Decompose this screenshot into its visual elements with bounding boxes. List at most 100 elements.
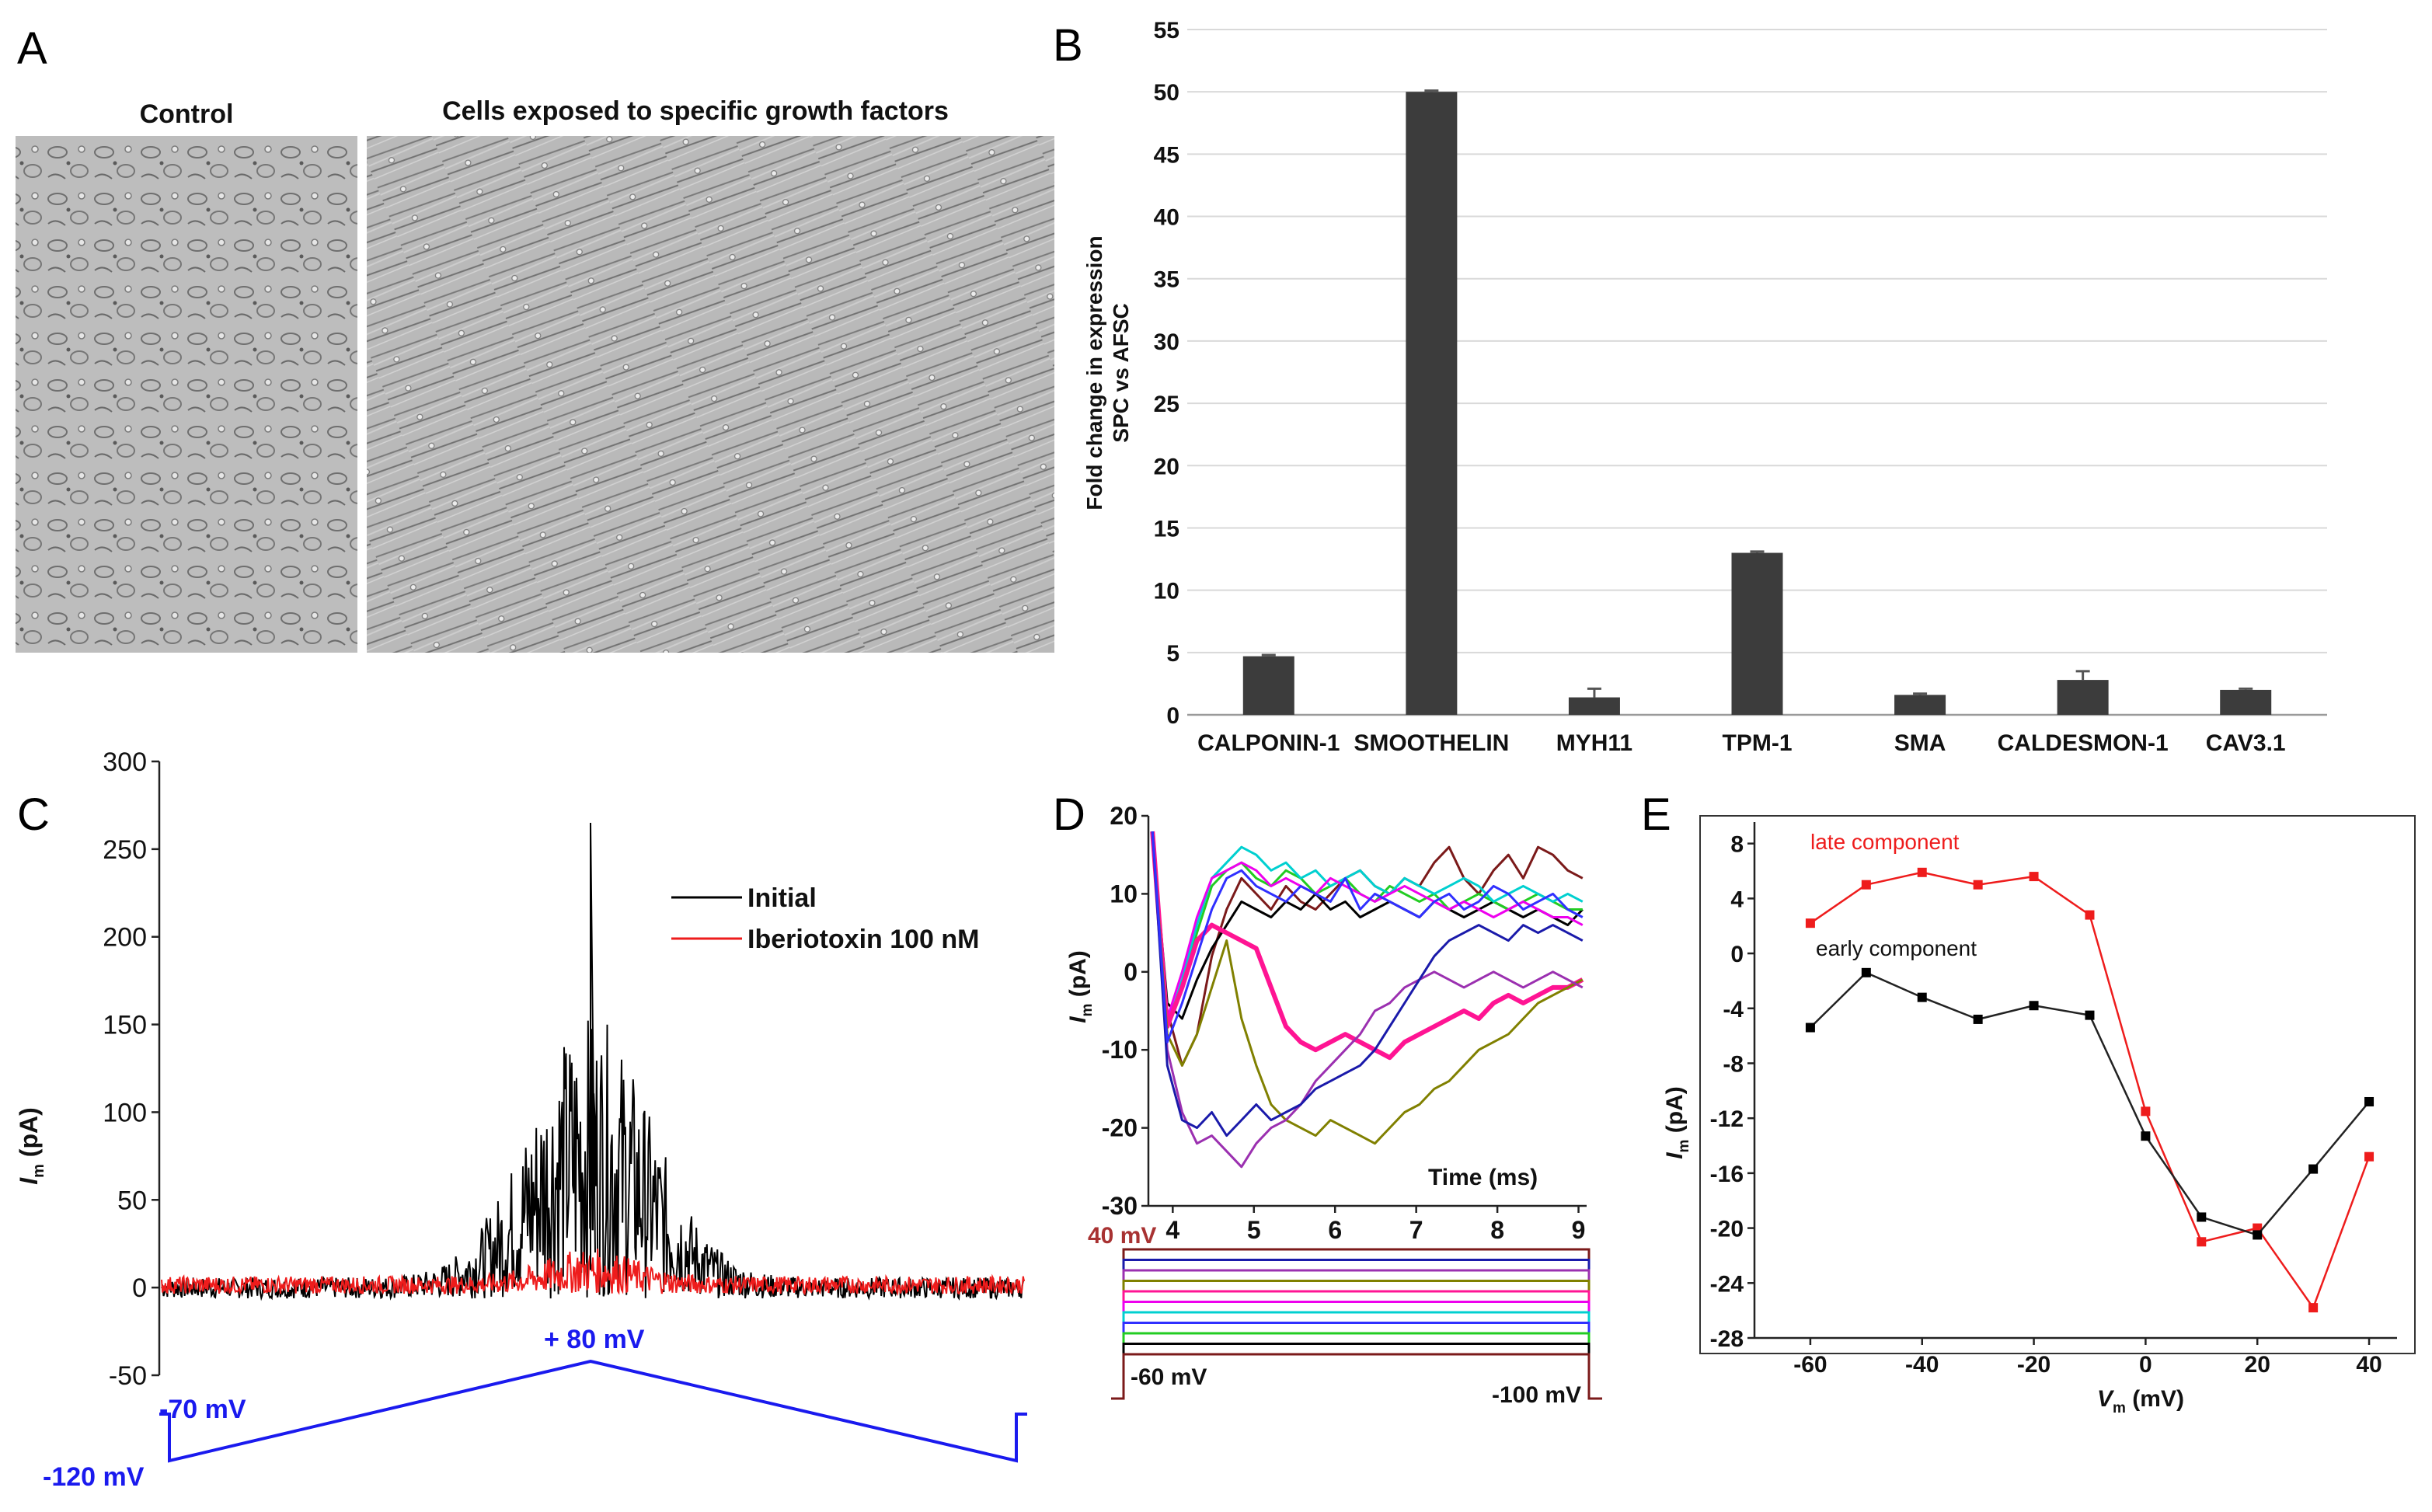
e-xtick-label: -40 (1905, 1352, 1939, 1378)
panel-d-ylabel: Im (pA) (1065, 950, 1096, 1023)
e-point-early (1861, 967, 1871, 977)
b-bar (2057, 680, 2109, 715)
protocol-hold-label: -70 mV (159, 1395, 246, 1424)
c-ylabel-unit: (pA) (15, 1107, 43, 1164)
e-point-early (2197, 1212, 2207, 1222)
e-point-early (1917, 992, 1927, 1002)
e-frame (1699, 815, 2416, 1354)
svg-text:Im (pA): Im (pA) (1065, 950, 1096, 1023)
e-ytick-label: 0 (1730, 942, 1744, 967)
d-ytick-label: 20 (1110, 802, 1138, 830)
e-ylabel-unit: (pA) (1662, 1086, 1688, 1139)
b-ytick-label: 45 (1154, 142, 1179, 168)
e-point-late (1917, 867, 1927, 877)
e-ytick-label: -16 (1710, 1162, 1744, 1187)
d-ytick-label: 0 (1124, 958, 1138, 986)
e-ytick-label: -12 (1710, 1106, 1744, 1132)
d-xtick-label: 6 (1328, 1216, 1342, 1244)
late-component-label: late component (1810, 830, 1960, 854)
c-ytick-label: -50 (109, 1361, 147, 1391)
b-ytick-label: 35 (1154, 267, 1179, 293)
d-xtick-label: 4 (1165, 1216, 1179, 1244)
b-ylabel-line2: SPC vs AFSC (1109, 303, 1133, 442)
b-bar (1568, 697, 1620, 715)
e-xtick-label: -20 (2017, 1352, 2050, 1378)
d-ylabel-unit: (pA) (1065, 950, 1091, 1003)
b-ytick-label: 15 (1154, 516, 1179, 542)
panel-e-ylabel: Im (pA) (1662, 1086, 1692, 1159)
e-xtick-label: 20 (2245, 1352, 2270, 1378)
d-xtick-label: 7 (1409, 1216, 1423, 1244)
b-ytick-label: 55 (1154, 18, 1179, 44)
b-bar (1894, 695, 1946, 715)
b-category-label: SMOOTHELIN (1354, 730, 1509, 756)
legend-iberiotoxin-label: Iberiotoxin 100 nM (747, 925, 980, 954)
step-top-label: 40 mV (1088, 1223, 1156, 1249)
b-category-label: CAV3.1 (2206, 730, 2286, 756)
c-ytick-label: 250 (103, 835, 147, 865)
e-ytick-label: -28 (1710, 1326, 1744, 1352)
c-ytick-label: 300 (103, 747, 147, 777)
early-component-label: early component (1816, 936, 1977, 960)
b-ytick-label: 0 (1166, 703, 1179, 729)
panel-c-current-trace: C Initial Iberiotoxin 100 nM + 80 mV -70… (15, 747, 1027, 1492)
b-ytick-label: 30 (1154, 329, 1179, 355)
panel-e-xlabel: Vm (mV) (2097, 1386, 2184, 1416)
protocol-start-label: -120 mV (43, 1462, 145, 1492)
d-ytick-label: -10 (1102, 1036, 1138, 1064)
d-trace (1151, 831, 1584, 1043)
d-trace (1151, 831, 1584, 1067)
b-category-label: CALDESMON-1 (1998, 730, 2169, 756)
e-xtick-label: 0 (2139, 1352, 2152, 1378)
panel-a-left-title: Control (140, 99, 234, 129)
e-point-late (2029, 872, 2039, 882)
protocol-peak-label: + 80 mV (544, 1325, 645, 1354)
d-trace (1151, 831, 1583, 1020)
e-xlabel-sub: m (2113, 1400, 2126, 1416)
d-trace (1151, 831, 1584, 1028)
svg-text:Im (pA): Im (pA) (15, 1107, 47, 1185)
c-series-iberiotoxin (161, 1249, 1025, 1297)
panel-d-traces: D Time (ms) Im (pA) 40 mV -60 mV -100 mV… (1053, 789, 1602, 1408)
e-point-early (2141, 1131, 2151, 1141)
c-ytick-label: 200 (103, 923, 147, 953)
b-ytick-label: 40 (1154, 205, 1179, 231)
d-xtick-label: 9 (1572, 1216, 1586, 1244)
d-xtick-label: 8 (1490, 1216, 1504, 1244)
micrograph-growth-factors (367, 136, 1054, 653)
e-ytick-label: -24 (1710, 1271, 1744, 1297)
c-ylabel-sub: m (30, 1164, 47, 1178)
d-xtick-label: 5 (1247, 1216, 1261, 1244)
e-xtick-label: -60 (1793, 1352, 1827, 1378)
b-bar (2220, 689, 2272, 715)
e-ytick-label: -8 (1723, 1051, 1744, 1077)
c-ytick-label: 100 (103, 1098, 147, 1127)
panel-a: A Control Cells exposed to specific grow… (16, 23, 1054, 653)
e-point-late (1861, 880, 1871, 890)
d-voltage-step (1111, 1353, 1602, 1400)
b-ytick-label: 25 (1154, 392, 1179, 417)
d-ytick-label: -20 (1102, 1114, 1138, 1142)
e-point-early (1973, 1014, 1983, 1024)
d-trace (1151, 831, 1584, 1137)
b-bar (1406, 92, 1458, 715)
d-trace (1150, 831, 1584, 1061)
d-trace (1151, 831, 1584, 1020)
e-point-late (2364, 1151, 2375, 1162)
e-ytick-label: 4 (1730, 887, 1744, 912)
e-ytick-label: -4 (1723, 997, 1744, 1023)
panel-c-ylabel: Im (pA) (15, 1107, 47, 1185)
b-category-label: CALPONIN-1 (1197, 730, 1340, 756)
d-ylabel-sub: m (1079, 1004, 1096, 1017)
c-ytick-label: 0 (132, 1273, 147, 1303)
e-point-early (2085, 1010, 2095, 1020)
micrograph-control (16, 136, 357, 653)
step-bottom-left-label: -60 mV (1131, 1364, 1207, 1390)
panel-e-iv-curve: E late component early component Im (pA)… (1641, 789, 2416, 1416)
b-ylabel: Fold change in expression SPC vs AFSC (1082, 235, 1133, 510)
e-ylabel-main: I (1662, 1152, 1688, 1159)
e-point-late (2197, 1237, 2207, 1247)
b-category-label: SMA (1894, 730, 1946, 756)
c-ytick-label: 150 (103, 1011, 147, 1040)
panel-b-label: B (1053, 20, 1083, 71)
